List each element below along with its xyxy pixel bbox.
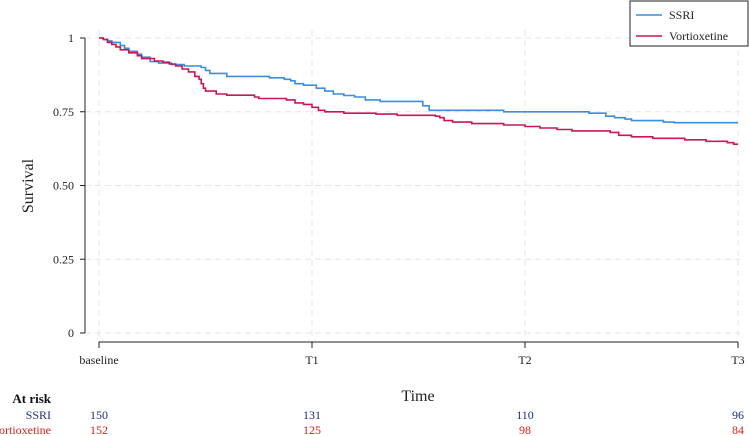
x-ticks: baseline T1 T2 T3 xyxy=(79,342,745,367)
axes xyxy=(84,38,738,343)
legend-box xyxy=(629,0,749,47)
series-line-ssri xyxy=(99,37,738,124)
y-ticks: 0 0.25 0.50 0.75 1 xyxy=(53,31,85,340)
y-tick-label: 0 xyxy=(68,326,74,340)
risk-row-label: SSRI xyxy=(26,408,51,422)
risk-value: 96 xyxy=(732,408,744,422)
risk-table: At risk SSRI 150 131 110 96 Vortioxetine 152 12… xyxy=(0,391,744,436)
y-tick-label: 0.75 xyxy=(53,105,74,119)
y-tick-label: 0.50 xyxy=(53,179,74,193)
x-tick-label: baseline xyxy=(79,353,118,367)
y-axis-label: Survival xyxy=(20,158,37,213)
risk-value: 150 xyxy=(90,408,108,422)
risk-value: 152 xyxy=(90,423,108,436)
risk-value: 84 xyxy=(732,423,744,436)
risk-value: 131 xyxy=(303,408,321,422)
grid-lines xyxy=(85,30,740,342)
risk-value: 125 xyxy=(303,423,321,436)
risk-row-label: Vortioxetine xyxy=(0,423,51,436)
legend-label: SSRI xyxy=(669,8,694,22)
x-axis-label: Time xyxy=(401,388,434,405)
x-tick-label: T2 xyxy=(518,353,531,367)
x-tick-label: T3 xyxy=(731,353,744,367)
x-tick-label: T1 xyxy=(305,353,318,367)
risk-table-header: At risk xyxy=(12,391,51,406)
legend-label: Vortioxetine xyxy=(669,29,728,43)
risk-value: 98 xyxy=(519,423,531,436)
legend: SSRI Vortioxetine xyxy=(629,0,749,47)
y-tick-label: 1 xyxy=(68,31,74,45)
series-line-vortioxetine xyxy=(99,37,738,145)
y-tick-label: 0.25 xyxy=(53,252,74,266)
series-lines xyxy=(99,37,738,145)
risk-value: 110 xyxy=(516,408,534,422)
